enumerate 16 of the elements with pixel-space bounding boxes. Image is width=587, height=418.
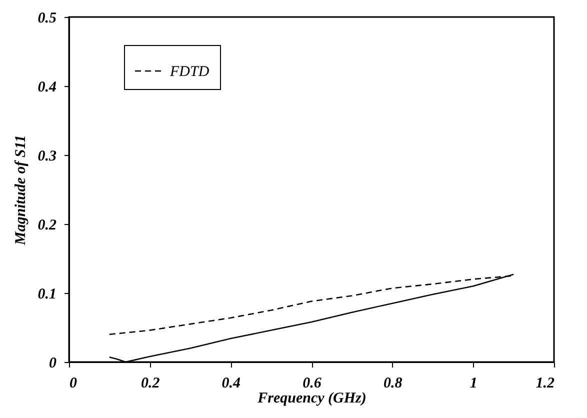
x-tick-label: 0.6 bbox=[302, 376, 322, 392]
y-axis-title: Magnitude of S11 bbox=[12, 134, 29, 246]
legend-label: FDTD bbox=[169, 64, 210, 80]
y-tick-label: 0 bbox=[49, 356, 57, 372]
x-tick-label: 1.2 bbox=[536, 376, 555, 392]
x-tick-label: 0.8 bbox=[383, 376, 403, 392]
x-axis-title: Frequency (GHz) bbox=[256, 390, 366, 406]
x-tick-label: 1 bbox=[470, 376, 478, 392]
y-tick-label: 0.3 bbox=[38, 148, 57, 164]
y-tick-label: 0.1 bbox=[38, 286, 56, 302]
x-tick-label: 0.4 bbox=[222, 376, 242, 392]
y-tick-label: 0.2 bbox=[38, 218, 57, 234]
y-tick-label: 0.4 bbox=[38, 80, 57, 96]
x-tick-label: 0.2 bbox=[140, 376, 160, 392]
x-tick-label: 0 bbox=[70, 376, 78, 392]
y-tick-label: 0.5 bbox=[38, 10, 57, 26]
